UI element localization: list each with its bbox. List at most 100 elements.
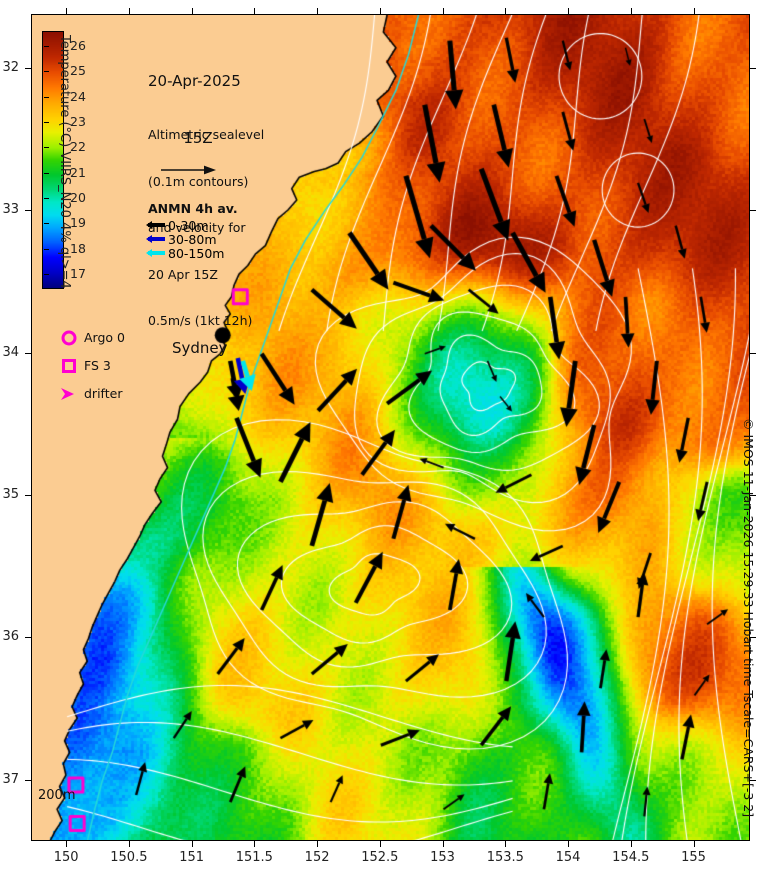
y-axis-tick <box>25 637 31 639</box>
x-axis-tick-top <box>505 8 507 14</box>
y-axis-tick-label: 34 <box>2 344 19 360</box>
x-axis-tick-label: 152.5 <box>361 850 399 865</box>
anmn-legend-label: 30-80m <box>168 232 217 247</box>
x-axis-tick <box>317 841 319 847</box>
colorbar-tick <box>44 273 49 275</box>
x-axis-tick-label: 150.5 <box>110 850 148 865</box>
y-axis-tick-right <box>750 637 756 639</box>
x-axis-tick-top <box>568 8 570 14</box>
x-axis-tick-top <box>317 8 319 14</box>
arrow-marker <box>61 388 74 400</box>
x-axis-tick-top <box>693 8 695 14</box>
anmn-legend-swatch <box>148 251 165 255</box>
x-axis-tick-label: 152 <box>304 850 330 865</box>
reference-velocity-arrow-icon <box>161 165 216 175</box>
x-axis-tick-top <box>191 8 193 14</box>
colorbar-tick <box>44 71 49 73</box>
x-axis-tick <box>191 841 193 847</box>
date-label: 20-Apr-2025 <box>148 72 241 90</box>
x-axis-tick-top <box>379 8 381 14</box>
colorbar-tick-label: 22 <box>70 139 86 155</box>
x-axis-tick <box>693 841 695 847</box>
y-axis-tick-right <box>750 495 756 497</box>
anmn-legend-arrow-icon <box>146 249 152 257</box>
y-axis-tick-label: 33 <box>2 202 19 218</box>
x-axis-tick-top <box>442 8 444 14</box>
x-axis-tick-label: 155 <box>681 850 706 865</box>
colorbar-tick-label: 23 <box>70 114 86 130</box>
colorbar-tick <box>44 172 49 174</box>
x-axis-tick-top <box>254 8 256 14</box>
circle-marker <box>61 330 77 346</box>
x-axis-tick-label: 151.5 <box>235 850 273 865</box>
colorbar-tick-label: 20 <box>70 189 86 205</box>
anmn-legend-label: 0-30m <box>168 218 209 233</box>
x-axis-tick <box>128 841 130 847</box>
x-axis-tick-label: 150 <box>53 850 79 865</box>
colorbar-title: Temperature (°C) VIIRS_N20 4% ql>=4 <box>57 35 72 289</box>
description-line-3: 20 Apr 15Z <box>148 266 218 282</box>
map-plot-area[interactable] <box>31 14 750 841</box>
x-axis-tick-top <box>66 8 68 14</box>
x-axis-tick <box>568 841 570 847</box>
x-axis-tick <box>630 841 632 847</box>
y-axis-tick <box>25 352 31 354</box>
place-label-sydney: Sydney <box>172 339 228 357</box>
y-axis-tick-right <box>750 352 756 354</box>
x-axis-tick <box>254 841 256 847</box>
y-axis-tick <box>25 779 31 781</box>
bathymetry-depth-label: 200m <box>38 788 76 803</box>
x-axis-tick-label: 153 <box>430 850 455 865</box>
colorbar-tick <box>44 96 49 98</box>
x-axis-tick <box>505 841 507 847</box>
x-axis-tick-top <box>630 8 632 14</box>
y-axis-tick-right <box>750 779 756 781</box>
y-axis-tick-right <box>750 210 756 212</box>
colorbar-tick-label: 25 <box>70 63 86 79</box>
x-axis-tick <box>66 841 68 847</box>
description-line-0: Altimetric sealevel <box>148 127 265 142</box>
anmn-legend-swatch <box>148 237 165 241</box>
colorbar-tick <box>44 46 49 48</box>
x-axis-tick-top <box>128 8 130 14</box>
anmn-legend-swatch <box>148 223 165 227</box>
colorbar-tick <box>44 223 49 225</box>
x-axis-tick-label: 154 <box>555 850 581 865</box>
square-marker <box>62 359 76 373</box>
x-axis-tick <box>442 841 444 847</box>
y-axis-tick-right <box>750 68 756 70</box>
y-axis-tick-label: 36 <box>2 629 19 645</box>
anmn-legend-arrow-icon <box>146 221 152 229</box>
anmn-legend-header: ANMN 4h av. <box>148 201 238 216</box>
anmn-legend-label: 80-150m <box>168 246 225 261</box>
colorbar-tick-label: 21 <box>70 164 86 180</box>
y-axis-tick-label: 35 <box>2 487 19 503</box>
colorbar-tick-label: 19 <box>70 215 86 231</box>
colorbar-tick <box>44 147 49 149</box>
description-line-2: and velocity for <box>148 220 246 235</box>
y-axis-tick-label: 37 <box>2 771 19 787</box>
description-annotation: Altimetric sealevel (0.1m contours) and … <box>148 96 264 360</box>
colorbar-tick-label: 26 <box>70 38 86 54</box>
anmn-legend-arrow-icon <box>146 235 152 243</box>
time-label: 15Z <box>183 129 213 147</box>
y-axis-tick <box>25 210 31 212</box>
colorbar-tick-label: 18 <box>70 240 86 256</box>
credit-text: © IMOS 11-Jan-2026 15:29:33 Hobart time … <box>741 418 756 818</box>
platform-legend-label: drifter <box>84 386 123 401</box>
colorbar-tick-label: 24 <box>70 88 86 104</box>
y-axis-tick <box>25 68 31 70</box>
colorbar-tick <box>44 122 49 124</box>
x-axis-tick-label: 153.5 <box>486 850 524 865</box>
x-axis-tick-label: 154.5 <box>612 850 650 865</box>
colorbar-tick <box>44 197 49 199</box>
platform-legend-label: FS 3 <box>84 358 111 373</box>
y-axis-tick-label: 32 <box>2 60 19 76</box>
y-axis-tick <box>25 495 31 497</box>
contours-and-vectors-canvas <box>32 15 749 840</box>
x-axis-tick <box>379 841 381 847</box>
x-axis-tick-label: 151 <box>179 850 205 865</box>
colorbar-tick-label: 17 <box>70 265 86 281</box>
description-line-4: 0.5m/s (1kt 12h) <box>148 313 253 328</box>
